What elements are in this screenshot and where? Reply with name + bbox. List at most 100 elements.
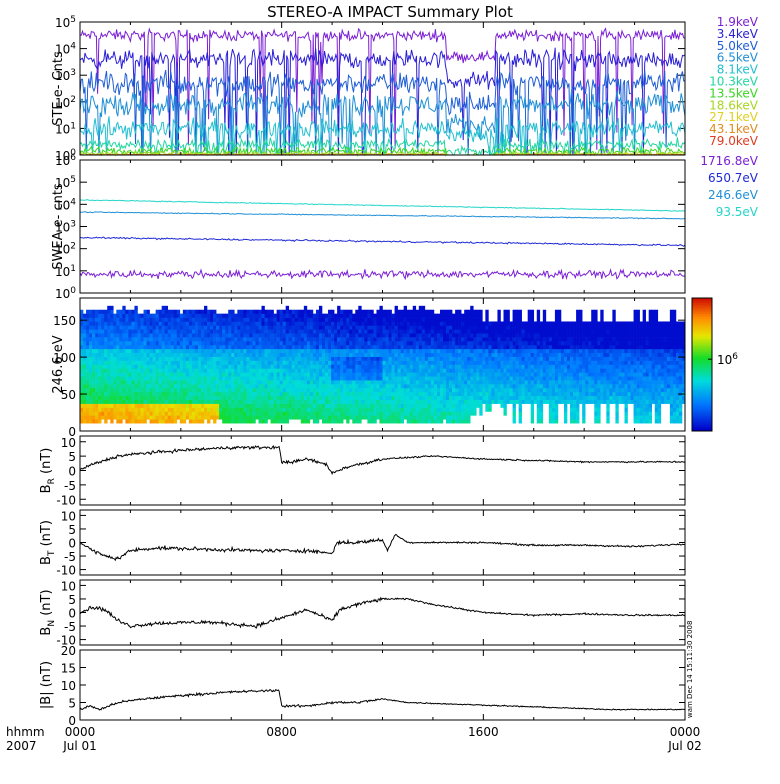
heatmap-cell	[555, 318, 558, 322]
heatmap-cell	[98, 372, 101, 376]
heatmap-cell	[107, 400, 110, 404]
heatmap-cell	[125, 345, 128, 349]
heatmap-cell	[355, 384, 358, 388]
heatmap-cell	[316, 380, 319, 384]
heatmap-cell	[216, 392, 219, 396]
heatmap-cell	[240, 396, 243, 400]
heatmap-cell	[364, 408, 367, 412]
heatmap-cell	[292, 337, 295, 341]
heatmap-cell	[513, 341, 516, 345]
heatmap-cell	[434, 411, 437, 415]
heatmap-cell	[398, 415, 401, 419]
heatmap-cell	[522, 392, 525, 396]
heatmap-cell	[271, 329, 274, 333]
heatmap-cell	[201, 357, 204, 361]
heatmap-cell	[398, 408, 401, 412]
heatmap-cell	[419, 368, 422, 372]
heatmap-cell	[89, 396, 92, 400]
heatmap-cell	[413, 376, 416, 380]
heatmap-cell	[271, 380, 274, 384]
heatmap-cell	[307, 396, 310, 400]
heatmap-cell	[370, 396, 373, 400]
heatmap-cell	[491, 372, 494, 376]
heatmap-cell	[271, 318, 274, 322]
heatmap-cell	[337, 419, 340, 423]
heatmap-cell	[156, 400, 159, 404]
heatmap-cell	[204, 306, 207, 310]
heatmap-cell	[467, 419, 470, 423]
heatmap-cell	[458, 376, 461, 380]
heatmap-cell	[262, 411, 265, 415]
heatmap-cell	[122, 310, 125, 314]
heatmap-cell	[576, 392, 579, 396]
heatmap-cell	[183, 341, 186, 345]
heatmap-cell	[95, 388, 98, 392]
heatmap-cell	[216, 341, 219, 345]
heatmap-cell	[537, 368, 540, 372]
heatmap-cell	[494, 337, 497, 341]
heatmap-cell	[165, 411, 168, 415]
heatmap-cell	[207, 404, 210, 408]
heatmap-cell	[392, 396, 395, 400]
heatmap-cell	[386, 310, 389, 314]
heatmap-cell	[410, 372, 413, 376]
heatmap-cell	[92, 411, 95, 415]
heatmap-cell	[298, 314, 301, 318]
heatmap-cell	[364, 372, 367, 376]
heatmap-cell	[449, 349, 452, 353]
heatmap-cell	[367, 310, 370, 314]
heatmap-cell	[228, 345, 231, 349]
heatmap-cell	[319, 345, 322, 349]
heatmap-cell	[177, 368, 180, 372]
heatmap-cell	[192, 365, 195, 369]
heatmap-cell	[579, 325, 582, 329]
heatmap-cell	[500, 384, 503, 388]
heatmap-cell	[231, 318, 234, 322]
heatmap-cell	[555, 368, 558, 372]
heatmap-cell	[165, 314, 168, 318]
heatmap-cell	[352, 368, 355, 372]
heatmap-cell	[455, 349, 458, 353]
heatmap-cell	[216, 368, 219, 372]
heatmap-cell	[337, 404, 340, 408]
heatmap-cell	[286, 392, 289, 396]
heatmap-cell	[555, 325, 558, 329]
heatmap-cell	[165, 361, 168, 365]
heatmap-cell	[573, 321, 576, 325]
heatmap-cell	[500, 349, 503, 353]
heatmap-cell	[228, 321, 231, 325]
heatmap-cell	[494, 368, 497, 372]
heatmap-cell	[180, 404, 183, 408]
heatmap-cell	[452, 357, 455, 361]
heatmap-cell	[110, 380, 113, 384]
heatmap-cell	[576, 314, 579, 318]
heatmap-cell	[213, 368, 216, 372]
heatmap-cell	[401, 318, 404, 322]
heatmap-cell	[491, 365, 494, 369]
heatmap-cell	[522, 329, 525, 333]
heatmap-cell	[204, 337, 207, 341]
heatmap-cell	[222, 392, 225, 396]
heatmap-cell	[479, 372, 482, 376]
heatmap-cell	[113, 368, 116, 372]
heatmap-cell	[83, 337, 86, 341]
heatmap-cell	[461, 365, 464, 369]
heatmap-cell	[171, 404, 174, 408]
heatmap-cell	[594, 333, 597, 337]
heatmap-cell	[222, 341, 225, 345]
heatmap-cell	[258, 388, 261, 392]
heatmap-cell	[262, 349, 265, 353]
heatmap-cell	[467, 345, 470, 349]
heatmap-cell	[186, 404, 189, 408]
heatmap-cell	[289, 310, 292, 314]
heatmap-cell	[485, 380, 488, 384]
heatmap-cell	[316, 357, 319, 361]
heatmap-cell	[440, 337, 443, 341]
heatmap-cell	[153, 314, 156, 318]
heatmap-cell	[237, 333, 240, 337]
heatmap-cell	[552, 376, 555, 380]
heatmap-cell	[467, 318, 470, 322]
heatmap-cell	[271, 314, 274, 318]
heatmap-cell	[540, 329, 543, 333]
heatmap-cell	[482, 384, 485, 388]
